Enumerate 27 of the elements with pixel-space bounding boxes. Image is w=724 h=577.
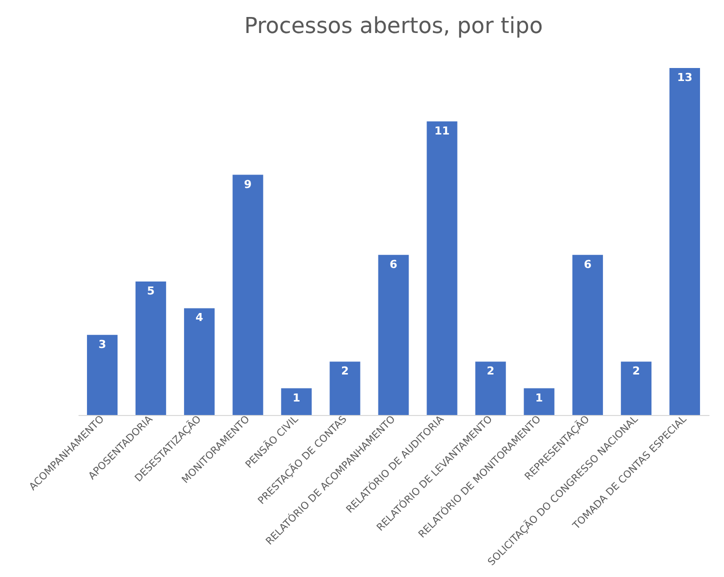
- data-label: 2: [632, 364, 640, 378]
- bar: [184, 308, 215, 415]
- data-label: 3: [98, 338, 106, 351]
- bar: [330, 362, 360, 415]
- data-label: 4: [196, 311, 204, 324]
- bar: [378, 254, 409, 415]
- data-label: 2: [341, 364, 349, 378]
- bar: [426, 121, 458, 415]
- bar: [572, 254, 603, 415]
- data-label: 2: [486, 364, 494, 378]
- bar: [232, 174, 264, 415]
- data-label: 11: [434, 124, 450, 138]
- bar: [620, 362, 652, 415]
- bar: [475, 362, 506, 415]
- data-label: 9: [244, 178, 252, 191]
- bar: [524, 388, 554, 415]
- data-label: 5: [146, 284, 155, 298]
- bar: [86, 334, 118, 415]
- data-label: 6: [584, 258, 592, 271]
- chart-title: Processos abertos, por tipo: [244, 14, 543, 39]
- data-label: 1: [292, 391, 300, 404]
- data-label: 6: [390, 258, 398, 271]
- data-label: 13: [677, 71, 692, 84]
- bar: [669, 68, 700, 415]
- bar: [136, 282, 166, 415]
- data-label: 1: [535, 391, 543, 404]
- bar: [281, 388, 312, 415]
